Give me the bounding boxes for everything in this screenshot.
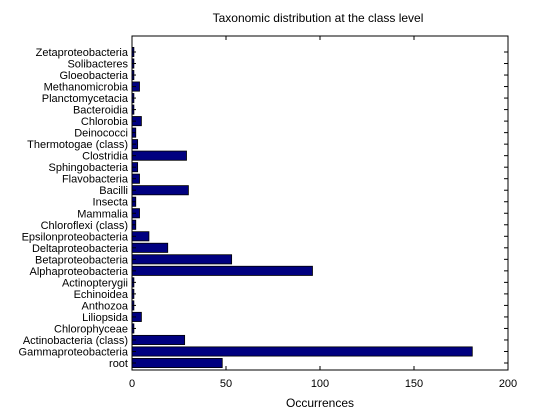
x-tick-label-4: 200 xyxy=(499,378,517,390)
bar-1 xyxy=(131,346,473,357)
category-label-11: Epsilonproteobacteria xyxy=(22,231,129,243)
category-label-12: Chloroflexi (class) xyxy=(41,220,128,232)
x-tick-label-2: 100 xyxy=(311,378,329,390)
bar-18 xyxy=(131,150,187,161)
category-label-25: Gloeobacteria xyxy=(60,70,129,82)
category-label-21: Chlorobia xyxy=(81,116,129,128)
category-label-27: Zetaproteobacteria xyxy=(36,47,129,59)
category-label-1: Gammaproteobacteria xyxy=(19,346,129,358)
category-label-23: Planctomycetacia xyxy=(42,93,129,105)
bar-10 xyxy=(131,242,169,253)
category-label-13: Mammalia xyxy=(77,208,129,220)
x-tick-label-0: 0 xyxy=(129,378,135,390)
category-label-5: Anthozoa xyxy=(82,300,129,312)
category-label-16: Flavobacteria xyxy=(62,174,129,186)
category-label-17: Sphingobacteria xyxy=(48,162,128,174)
category-label-7: Actinopterygii xyxy=(62,277,128,289)
category-label-0: root xyxy=(109,358,128,370)
category-label-18: Clostridia xyxy=(82,151,129,163)
category-label-6: Echinoidea xyxy=(74,289,129,301)
category-label-9: Betaproteobacteria xyxy=(35,254,129,266)
category-label-2: Actinobacteria (class) xyxy=(23,335,128,347)
category-label-26: Solibacteres xyxy=(67,59,128,71)
plot-frame xyxy=(131,35,509,371)
ticks-layer: 0 50 100 150 200 xyxy=(129,36,517,390)
category-label-15: Bacilli xyxy=(99,185,128,197)
bar-15 xyxy=(131,185,189,196)
category-label-22: Bacteroidia xyxy=(73,105,129,117)
bar-8 xyxy=(131,265,313,276)
x-axis-label: Occurrences xyxy=(286,396,354,410)
chart-title: Taxonomic distribution at the class leve… xyxy=(213,11,424,25)
category-label-10: Deltaproteobacteria xyxy=(32,243,129,255)
category-label-3: Chlorophyceae xyxy=(54,323,128,335)
category-label-4: Liliopsida xyxy=(82,312,129,324)
category-label-24: Methanomicrobia xyxy=(44,82,129,94)
category-label-20: Deinococci xyxy=(74,128,128,140)
x-tick-label-1: 50 xyxy=(220,378,232,390)
category-label-8: Alphaproteobacteria xyxy=(30,266,129,278)
category-label-19: Thermotogae (class) xyxy=(27,139,128,151)
category-label-14: Insecta xyxy=(93,197,129,209)
bar-9 xyxy=(131,254,233,265)
x-tick-label-3: 150 xyxy=(405,378,423,390)
bars-layer xyxy=(131,46,473,369)
bar-0 xyxy=(131,357,223,369)
bar-2 xyxy=(131,334,186,345)
